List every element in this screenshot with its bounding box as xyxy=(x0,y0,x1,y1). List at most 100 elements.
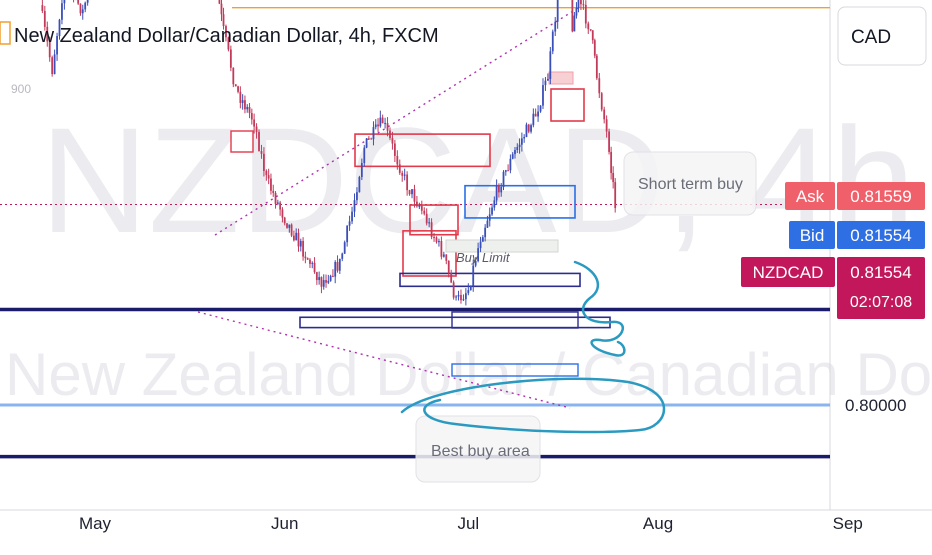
candle-body xyxy=(283,217,286,224)
candle-body xyxy=(311,262,314,264)
candle-body xyxy=(491,207,493,215)
candle-body xyxy=(582,4,585,6)
candle-body xyxy=(367,138,370,140)
best-buy-label: Best buy area xyxy=(431,443,530,460)
candle-body xyxy=(509,158,512,171)
candle-body xyxy=(544,80,547,86)
candle-body xyxy=(603,109,606,120)
candle-body xyxy=(302,240,304,257)
supply-box xyxy=(230,130,254,153)
candle-body xyxy=(477,248,480,262)
candle-body xyxy=(493,200,496,208)
ask-value-bg xyxy=(837,182,925,210)
price-zone xyxy=(399,272,581,288)
candle-body xyxy=(500,186,503,193)
candle-body xyxy=(320,277,323,287)
candle-body xyxy=(272,190,275,193)
candle-body xyxy=(452,282,455,298)
candle-body xyxy=(258,131,260,152)
candle-body xyxy=(573,15,576,32)
candle-body xyxy=(525,124,528,137)
candle-body xyxy=(598,78,601,94)
candle-body xyxy=(286,223,288,228)
currency-button[interactable] xyxy=(837,6,927,66)
candle-body xyxy=(372,127,375,140)
demand-box xyxy=(451,311,579,329)
candle-body xyxy=(389,130,391,139)
candle-body xyxy=(86,0,89,3)
supply-box xyxy=(548,71,574,85)
candle-body xyxy=(370,138,373,140)
candle-body xyxy=(391,138,394,144)
candle-body xyxy=(430,222,433,237)
candle-body xyxy=(279,202,282,210)
candle-body xyxy=(263,153,265,171)
currency-label: CAD xyxy=(851,27,891,48)
candle-body xyxy=(589,29,592,31)
best-buy-callout[interactable] xyxy=(415,415,541,483)
candle-body xyxy=(250,113,253,120)
candle-body xyxy=(584,4,587,24)
candle-body xyxy=(225,26,227,38)
watermark-symbol: NZDCAD, 4h xyxy=(40,96,915,264)
candle-body xyxy=(306,258,309,260)
bid-label-bg xyxy=(789,221,835,249)
candle-body xyxy=(406,174,409,191)
candle-body xyxy=(332,275,334,277)
candle-body xyxy=(51,57,54,75)
candle-body xyxy=(571,0,574,32)
candle-body xyxy=(343,242,346,254)
candle-body xyxy=(41,5,44,12)
candle-body xyxy=(486,220,489,228)
candle-body xyxy=(523,136,526,139)
candle-body xyxy=(530,125,532,132)
bid-value: 0.81554 xyxy=(850,226,911,245)
candle-body xyxy=(353,200,356,212)
candle-body xyxy=(329,275,332,281)
candle-body xyxy=(484,227,487,238)
candle-body xyxy=(334,262,337,277)
candle-body xyxy=(290,224,293,236)
candle-body xyxy=(455,296,457,298)
candle-body xyxy=(218,0,221,4)
candle-body xyxy=(288,224,291,228)
candle-body xyxy=(416,201,418,207)
candle-body xyxy=(327,280,330,283)
candle-body xyxy=(220,3,223,15)
candle-body xyxy=(313,262,316,273)
candle-body xyxy=(549,51,552,79)
candle-body xyxy=(346,225,349,243)
chart-title: New Zealand Dollar/Canadian Dollar, 4h, … xyxy=(14,25,439,47)
candle-body xyxy=(338,258,341,271)
ask-value: 0.81559 xyxy=(850,187,911,206)
candle-body xyxy=(234,84,237,87)
candle-body xyxy=(502,171,505,187)
candle-body xyxy=(518,144,521,148)
short-term-callout[interactable] xyxy=(623,151,757,216)
candle-body xyxy=(401,172,404,176)
candle-body xyxy=(393,143,396,156)
candle-body xyxy=(276,202,279,204)
candle-body xyxy=(239,91,242,103)
candle-body xyxy=(315,272,318,281)
candle-body xyxy=(229,49,232,68)
candle-body xyxy=(418,205,421,207)
candle-body xyxy=(481,237,484,242)
x-tick-label: Jul xyxy=(457,514,479,533)
candle-body xyxy=(299,240,302,247)
candle-body xyxy=(504,170,507,172)
candle-body xyxy=(516,147,519,151)
candle-body xyxy=(358,177,361,193)
candle-body xyxy=(227,37,230,50)
candle-body xyxy=(546,78,549,81)
candle-body xyxy=(442,254,445,257)
candle-body xyxy=(348,221,351,226)
order-box xyxy=(445,239,559,253)
trendline-lower xyxy=(197,311,571,409)
candle-body xyxy=(532,113,535,126)
candle-body xyxy=(495,185,498,201)
last-price-value: 0.81554 xyxy=(850,263,911,282)
candle-body xyxy=(433,236,435,238)
candle-body xyxy=(440,240,443,257)
